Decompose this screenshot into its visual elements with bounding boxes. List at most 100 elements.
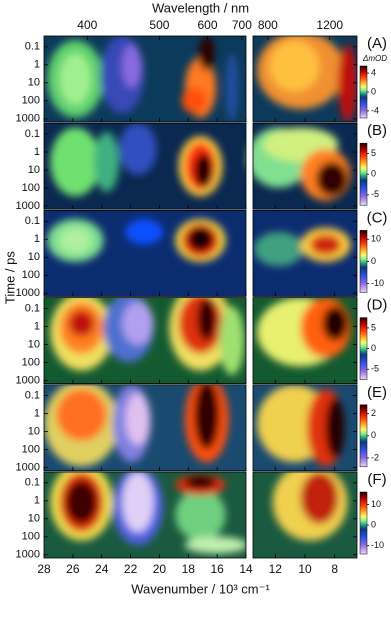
- heatmap-region: [219, 306, 245, 375]
- y-tick-label: 1: [34, 146, 40, 158]
- heatmap-region: [122, 301, 154, 345]
- x-tick-label: 20: [153, 562, 167, 576]
- top-tick-label: 800: [258, 18, 278, 32]
- heatmap-blobs: [47, 36, 357, 122]
- heatmap-region: [59, 53, 91, 105]
- x-tick-label: 26: [66, 562, 80, 576]
- heatmap-region: [338, 44, 357, 122]
- colorbar-tick-label: 0: [371, 430, 376, 440]
- top-tick-label: 400: [77, 18, 97, 32]
- heatmap-region: [122, 472, 154, 533]
- y-tick-label: 10: [28, 77, 40, 89]
- y-tick-label: 10: [28, 338, 40, 350]
- y-tick-label: 0.1: [25, 302, 40, 314]
- y-tick-label: 0.1: [25, 477, 40, 489]
- colorbar: [359, 404, 368, 468]
- heatmap-region: [300, 472, 339, 524]
- frame: [43, 209, 247, 297]
- y-tick-label: 1000: [16, 462, 40, 474]
- heatmap-region: [269, 40, 320, 92]
- top-tick-label: 700: [232, 18, 252, 32]
- heatmap-region: [322, 306, 348, 341]
- colorbar-tick-label: 4: [371, 67, 376, 77]
- y-tick-label: 100: [22, 95, 40, 107]
- heatmap-blobs: [44, 384, 345, 467]
- top-tick-label: 500: [149, 18, 169, 32]
- panel-label: (C): [367, 209, 388, 226]
- heatmap-region: [194, 384, 220, 450]
- y-tick-label: 10: [28, 426, 40, 438]
- colorbar: [359, 65, 368, 119]
- colorbar-tick-label: -5: [371, 189, 379, 199]
- heatmap: [44, 297, 357, 384]
- panel-label: (A): [367, 35, 387, 52]
- colorbar: [359, 142, 368, 206]
- axis-break: [246, 296, 253, 385]
- y-tick-label: 1: [34, 320, 40, 332]
- heatmap-region: [225, 53, 239, 122]
- heatmap-region: [184, 536, 248, 554]
- heatmap-region: [125, 219, 163, 245]
- x-axis-label: Wavenumber / 10³ cm⁻¹: [131, 581, 270, 596]
- heatmap-region: [122, 44, 142, 88]
- axis-break: [246, 471, 253, 559]
- heatmap: [44, 210, 357, 297]
- panel-label: (B): [367, 122, 387, 139]
- colorbar-tick-label: 2: [371, 408, 376, 418]
- axis-break: [246, 35, 253, 123]
- frame: [43, 471, 247, 559]
- colorbar-tick-label: 0: [371, 343, 376, 353]
- top-tick-label: 600: [198, 18, 218, 32]
- y-tick-label: 10: [28, 513, 40, 525]
- x-tick-label: 22: [124, 562, 138, 576]
- colorbar: [359, 491, 368, 555]
- colorbar-label: ΔmOD: [362, 54, 387, 63]
- y-tick-label: 100: [22, 269, 40, 281]
- y-tick-label: 100: [22, 531, 40, 543]
- heatmap-region: [325, 397, 345, 458]
- panel-label: (F): [367, 471, 386, 488]
- y-tick-label: 0.1: [25, 41, 40, 53]
- y-tick-label: 100: [22, 356, 40, 368]
- heatmap-region: [50, 127, 101, 197]
- panel-label: (E): [367, 384, 387, 401]
- heatmap-region: [94, 131, 120, 192]
- y-tick-label: 1: [34, 59, 40, 71]
- heatmap-region: [194, 153, 214, 188]
- y-tick-label: 0.1: [25, 390, 40, 402]
- colorbar-tick-label: -10: [371, 540, 384, 550]
- heatmap-region: [310, 234, 342, 256]
- y-tick-label: 1000: [16, 200, 40, 212]
- heatmap-region: [253, 231, 304, 267]
- colorbar-tick-label: 10: [371, 234, 381, 244]
- heatmap-region: [119, 123, 157, 175]
- x-tick-label: 16: [210, 562, 224, 576]
- x-tick-label: 24: [95, 562, 109, 576]
- colorbar-tick-label: 5: [371, 322, 376, 332]
- y-tick-label: 0.1: [25, 128, 40, 140]
- x-tick-label: 18: [182, 562, 196, 576]
- heatmap-region: [184, 475, 217, 490]
- colorbar-tick-label: -2: [371, 452, 379, 462]
- axis-break: [246, 122, 253, 211]
- x-tick-label: 14: [239, 562, 253, 576]
- y-tick-label: 1000: [16, 113, 40, 125]
- heatmap: [44, 123, 357, 210]
- heatmap-blobs: [50, 297, 351, 375]
- heatmap-region: [197, 297, 217, 341]
- heatmap-region: [175, 489, 226, 541]
- colorbar-tick-label: -5: [371, 364, 379, 374]
- colorbar-tick-label: 0: [371, 519, 376, 529]
- x-tick-label: 8: [331, 562, 338, 576]
- y-tick-label: 10: [28, 164, 40, 176]
- heatmap-region: [59, 227, 91, 254]
- colorbar-tick-label: -4: [371, 105, 379, 115]
- frame: [43, 122, 247, 210]
- y-tick-label: 1: [34, 408, 40, 420]
- heatmap-blobs: [50, 472, 348, 554]
- colorbar-tick-label: 0: [371, 256, 376, 266]
- heatmap-region: [198, 36, 215, 71]
- y-tick-label: 0.1: [25, 215, 40, 227]
- colorbar-tick-label: 0: [371, 86, 376, 96]
